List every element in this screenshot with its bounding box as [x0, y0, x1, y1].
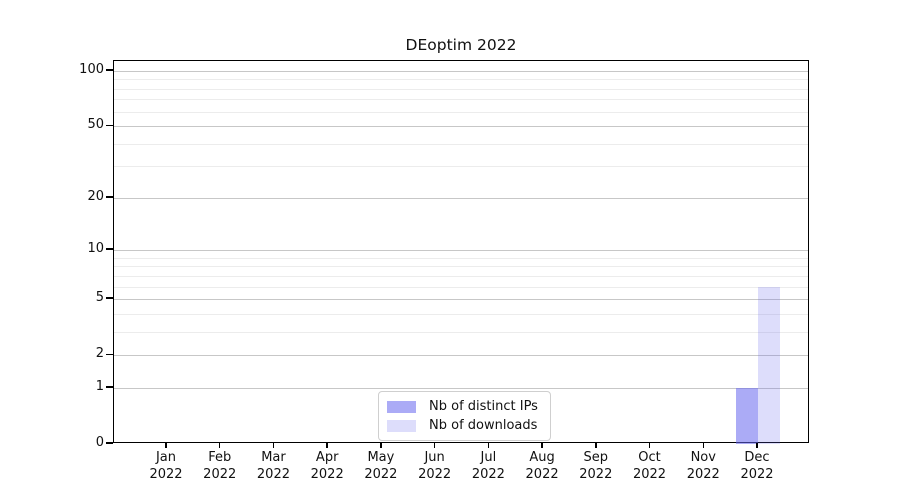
gridline-major	[114, 71, 808, 72]
chart-title: DEoptim 2022	[405, 36, 517, 54]
x-tick-mark	[702, 443, 704, 448]
x-tick-mark	[648, 443, 651, 448]
x-tick-label: Dec 2022	[727, 449, 787, 483]
x-tick-mark	[487, 443, 490, 448]
x-tick-mark	[380, 443, 382, 448]
x-tick-month: Jan	[155, 450, 177, 465]
gridline-major	[114, 355, 808, 357]
y-tick-label: 2	[95, 346, 104, 362]
gridline-minor	[114, 88, 808, 90]
y-tick-label: 5	[95, 290, 104, 306]
x-tick-month: Jul	[480, 450, 497, 465]
gridline-major	[114, 126, 808, 128]
y-tick-label: 20	[87, 188, 104, 204]
x-tick-label: Mar 2022	[243, 449, 303, 483]
y-tick-label: 0	[95, 435, 104, 450]
x-tick-label: Jan 2022	[136, 449, 196, 483]
x-tick-label: Sep 2022	[566, 449, 626, 483]
x-tick-label: Nov 2022	[673, 449, 733, 483]
y-tick-label: 1	[95, 378, 104, 394]
y-tick-mark	[106, 353, 113, 355]
gridline-major	[114, 197, 808, 199]
legend-swatch-downloads	[387, 419, 416, 432]
x-tick-year: 2022	[525, 467, 559, 482]
y-tick-mark	[106, 386, 113, 388]
gridline-minor	[114, 331, 808, 333]
x-tick-month: Dec	[744, 450, 770, 465]
x-tick-month: May	[367, 450, 395, 465]
y-tick-label: 100	[79, 62, 104, 77]
x-tick-label: Apr 2022	[297, 449, 357, 483]
gridline-minor	[114, 166, 808, 168]
bar-distinct-ips-dec	[736, 387, 758, 444]
x-tick-year: 2022	[471, 467, 505, 482]
x-tick-month: Nov	[690, 450, 716, 465]
legend-item-distinct-ips: Nb of distinct IPs	[387, 399, 538, 414]
x-tick-year: 2022	[310, 467, 344, 482]
x-tick-year: 2022	[418, 467, 452, 482]
x-tick-mark	[219, 443, 221, 448]
x-tick-month: Apr	[315, 450, 339, 465]
x-tick-label: Aug 2022	[512, 449, 572, 483]
plot-area	[113, 60, 809, 444]
x-tick-month: Jun	[424, 450, 445, 465]
gridline-minor	[114, 99, 808, 101]
x-tick-year: 2022	[740, 467, 774, 482]
x-tick-mark	[165, 443, 167, 448]
legend-label-distinct-ips: Nb of distinct IPs	[429, 399, 538, 414]
x-tick-month: Aug	[529, 450, 555, 465]
gridline-minor	[114, 111, 808, 113]
gridline-minor	[114, 313, 808, 315]
legend-item-downloads: Nb of downloads	[387, 418, 538, 433]
x-tick-year: 2022	[632, 467, 667, 482]
y-tick-mark	[106, 124, 113, 126]
y-tick-label: 50	[87, 117, 104, 133]
x-tick-mark	[541, 443, 543, 448]
legend-label-downloads: Nb of downloads	[429, 418, 538, 433]
gridline-minor	[114, 275, 808, 277]
gridline-minor	[114, 143, 808, 145]
y-tick-mark	[106, 442, 113, 444]
gridline-minor	[114, 286, 808, 288]
y-tick-mark	[106, 297, 113, 299]
x-tick-mark	[595, 443, 597, 448]
gridline-minor	[114, 257, 808, 259]
x-tick-mark	[272, 443, 275, 448]
x-tick-year: 2022	[364, 467, 398, 482]
gridline-major	[114, 250, 808, 252]
y-tick-mark	[106, 69, 113, 71]
x-tick-month: Sep	[583, 450, 609, 465]
x-tick-mark	[433, 443, 436, 448]
x-tick-mark	[756, 443, 758, 448]
gridline-minor	[114, 266, 808, 268]
bar-downloads-dec	[757, 286, 780, 444]
x-tick-year: 2022	[686, 467, 720, 482]
legend: Nb of distinct IPs Nb of downloads	[378, 391, 551, 441]
legend-swatch-distinct-ips	[387, 400, 416, 413]
gridline-minor	[114, 79, 808, 81]
x-tick-year: 2022	[203, 467, 237, 482]
y-tick-label: 10	[87, 241, 104, 257]
x-tick-label: Feb 2022	[190, 449, 250, 483]
x-tick-year: 2022	[149, 467, 183, 482]
x-tick-year: 2022	[579, 467, 613, 482]
x-tick-year: 2022	[256, 467, 290, 482]
gridline-major	[114, 299, 808, 301]
x-tick-label: May 2022	[351, 449, 411, 483]
gridline-major	[114, 387, 808, 389]
x-tick-label: Jun 2022	[405, 449, 465, 483]
x-tick-month: Feb	[208, 450, 232, 465]
x-tick-month: Mar	[261, 450, 286, 465]
x-tick-label: Jul 2022	[458, 449, 518, 483]
x-tick-month: Oct	[638, 450, 661, 465]
y-tick-mark	[106, 248, 113, 250]
x-tick-mark	[326, 443, 328, 448]
x-tick-label: Oct 2022	[620, 449, 680, 483]
y-tick-mark	[106, 196, 113, 198]
